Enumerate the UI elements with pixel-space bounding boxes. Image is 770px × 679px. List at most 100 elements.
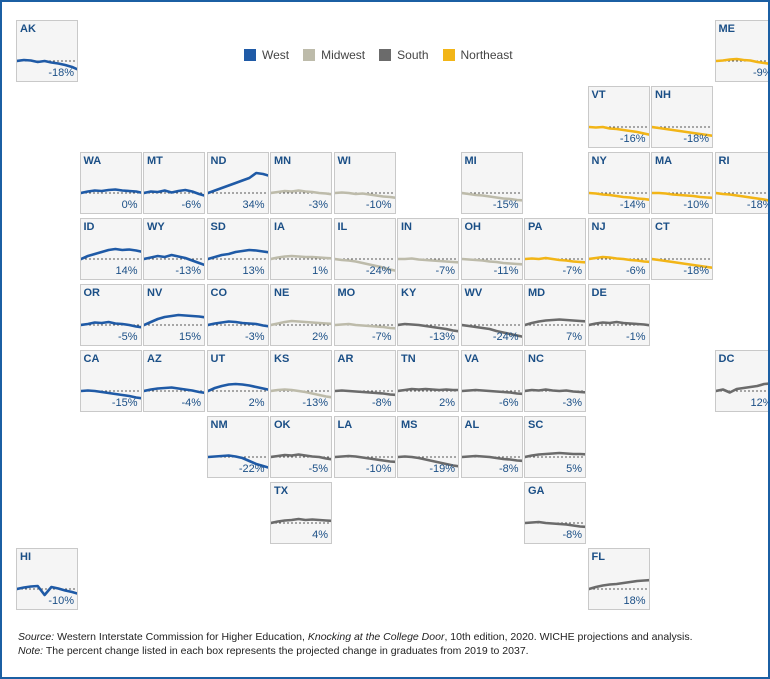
trend-line-id xyxy=(80,247,141,261)
state-tile-tn: TN 2% xyxy=(397,350,459,412)
trend-line-az xyxy=(144,386,204,395)
pct-change-ar: -8% xyxy=(371,397,392,409)
trend-line-ne xyxy=(271,319,331,327)
pct-change-mn: -3% xyxy=(308,199,328,211)
legend-swatch-midwest xyxy=(303,49,316,61)
pct-change-sd: 13% xyxy=(242,265,265,277)
state-tile-me: ME -9% xyxy=(714,20,768,82)
state-abbr-hi: HI xyxy=(20,551,31,563)
state-tile-ca: CA -15% xyxy=(79,350,142,412)
sparkline-ny xyxy=(588,191,649,202)
pct-change-ms: -19% xyxy=(429,463,455,475)
pct-change-pa: -7% xyxy=(562,265,582,277)
state-tile-mn: MN -3% xyxy=(270,152,332,214)
legend-label-midwest: Midwest xyxy=(321,48,366,62)
state-tile-mo: MO -7% xyxy=(333,284,396,346)
trend-line-md xyxy=(525,318,585,327)
trend-line-ct xyxy=(652,257,712,270)
state-abbr-or: OR xyxy=(83,287,101,299)
pct-change-nd: 34% xyxy=(242,199,265,211)
sparkline-ri xyxy=(715,191,768,202)
state-tile-de: DE -1% xyxy=(587,284,650,346)
sparkline-ga xyxy=(525,520,585,529)
state-abbr-de: DE xyxy=(591,287,607,299)
trend-line-mt xyxy=(144,188,204,197)
pct-change-ri: -18% xyxy=(746,199,770,211)
state-abbr-ri: RI xyxy=(718,155,730,167)
trend-line-in xyxy=(398,257,458,264)
state-abbr-ny: NY xyxy=(591,155,607,167)
state-tile-nv: NV 15% xyxy=(143,284,205,346)
source-line: Source: Western Interstate Commission fo… xyxy=(18,630,758,644)
state-tile-ma: MA -10% xyxy=(651,152,713,214)
sparkline-co xyxy=(207,320,268,328)
state-abbr-in: IN xyxy=(401,221,412,233)
state-tile-in: IN -7% xyxy=(397,218,459,280)
sparkline-ks xyxy=(271,388,331,399)
state-tile-il: IL -24% xyxy=(333,218,396,280)
trend-line-nv xyxy=(144,313,204,327)
trend-line-tn xyxy=(398,387,458,393)
source-label: Source: xyxy=(18,631,55,643)
legend-item-west: West xyxy=(244,48,289,62)
pct-change-id: 14% xyxy=(115,265,138,277)
sparkline-pa xyxy=(525,256,585,264)
sparkline-in xyxy=(398,257,458,264)
trend-line-ga xyxy=(525,520,585,529)
trend-line-wv xyxy=(461,323,522,338)
pct-change-nv: 15% xyxy=(178,331,201,343)
trend-line-ia xyxy=(271,254,331,261)
note-line: Note: The percent change listed in each … xyxy=(18,644,758,658)
pct-change-ct: -18% xyxy=(683,265,709,277)
state-abbr-wy: WY xyxy=(147,221,165,233)
sparkline-la xyxy=(334,454,395,464)
state-tile-mi: MI -15% xyxy=(460,152,523,214)
pct-change-ut: 2% xyxy=(248,397,265,409)
trend-line-ky xyxy=(398,322,458,333)
sparkline-ca xyxy=(80,389,141,400)
state-tile-wv: WV -24% xyxy=(460,284,523,346)
trend-line-va xyxy=(461,388,522,396)
state-abbr-fl: FL xyxy=(591,551,605,563)
sparkline-tx xyxy=(271,517,331,525)
state-tile-al: AL -8% xyxy=(460,416,523,478)
pct-change-mo: -7% xyxy=(371,331,392,343)
state-abbr-ky: KY xyxy=(401,287,417,299)
pct-change-az: -4% xyxy=(181,397,201,409)
sparkline-mn xyxy=(271,189,331,196)
state-tile-fl: FL 18% xyxy=(587,548,650,610)
trend-line-nc xyxy=(525,388,585,394)
state-tile-ks: KS -13% xyxy=(270,350,332,412)
legend-label-west: West xyxy=(262,48,290,62)
sparkline-ok xyxy=(271,453,331,461)
state-abbr-wi: WI xyxy=(337,155,351,167)
legend-item-northeast: Northeast xyxy=(442,48,513,62)
pct-change-co: -3% xyxy=(244,331,265,343)
source-text-a: Western Interstate Commission for Higher… xyxy=(54,631,308,643)
state-abbr-ms: MS xyxy=(401,419,418,431)
state-tile-va: VA -6% xyxy=(460,350,523,412)
pct-change-nc: -3% xyxy=(562,397,582,409)
pct-change-sc: 5% xyxy=(566,463,582,475)
pct-change-ny: -14% xyxy=(619,199,646,211)
state-tile-az: AZ -4% xyxy=(143,350,205,412)
trend-line-nd xyxy=(207,171,268,195)
state-tile-nh: NH -18% xyxy=(651,86,713,148)
sparkline-nv xyxy=(144,313,204,327)
legend-swatch-northeast xyxy=(442,49,455,61)
state-abbr-vt: VT xyxy=(591,89,606,101)
sparkline-or xyxy=(80,320,141,329)
state-abbr-il: IL xyxy=(337,221,348,233)
trend-line-ma xyxy=(652,191,712,200)
sparkline-me xyxy=(715,57,768,65)
trend-line-ca xyxy=(80,389,141,400)
trend-line-ks xyxy=(271,388,331,399)
state-tile-ar: AR -8% xyxy=(333,350,396,412)
sparkline-mo xyxy=(334,322,395,330)
state-tile-ky: KY -13% xyxy=(397,284,459,346)
trend-line-dc xyxy=(715,382,768,394)
pct-change-vt: -16% xyxy=(619,133,646,145)
sparkline-nm xyxy=(207,454,268,469)
state-abbr-ks: KS xyxy=(274,353,290,365)
